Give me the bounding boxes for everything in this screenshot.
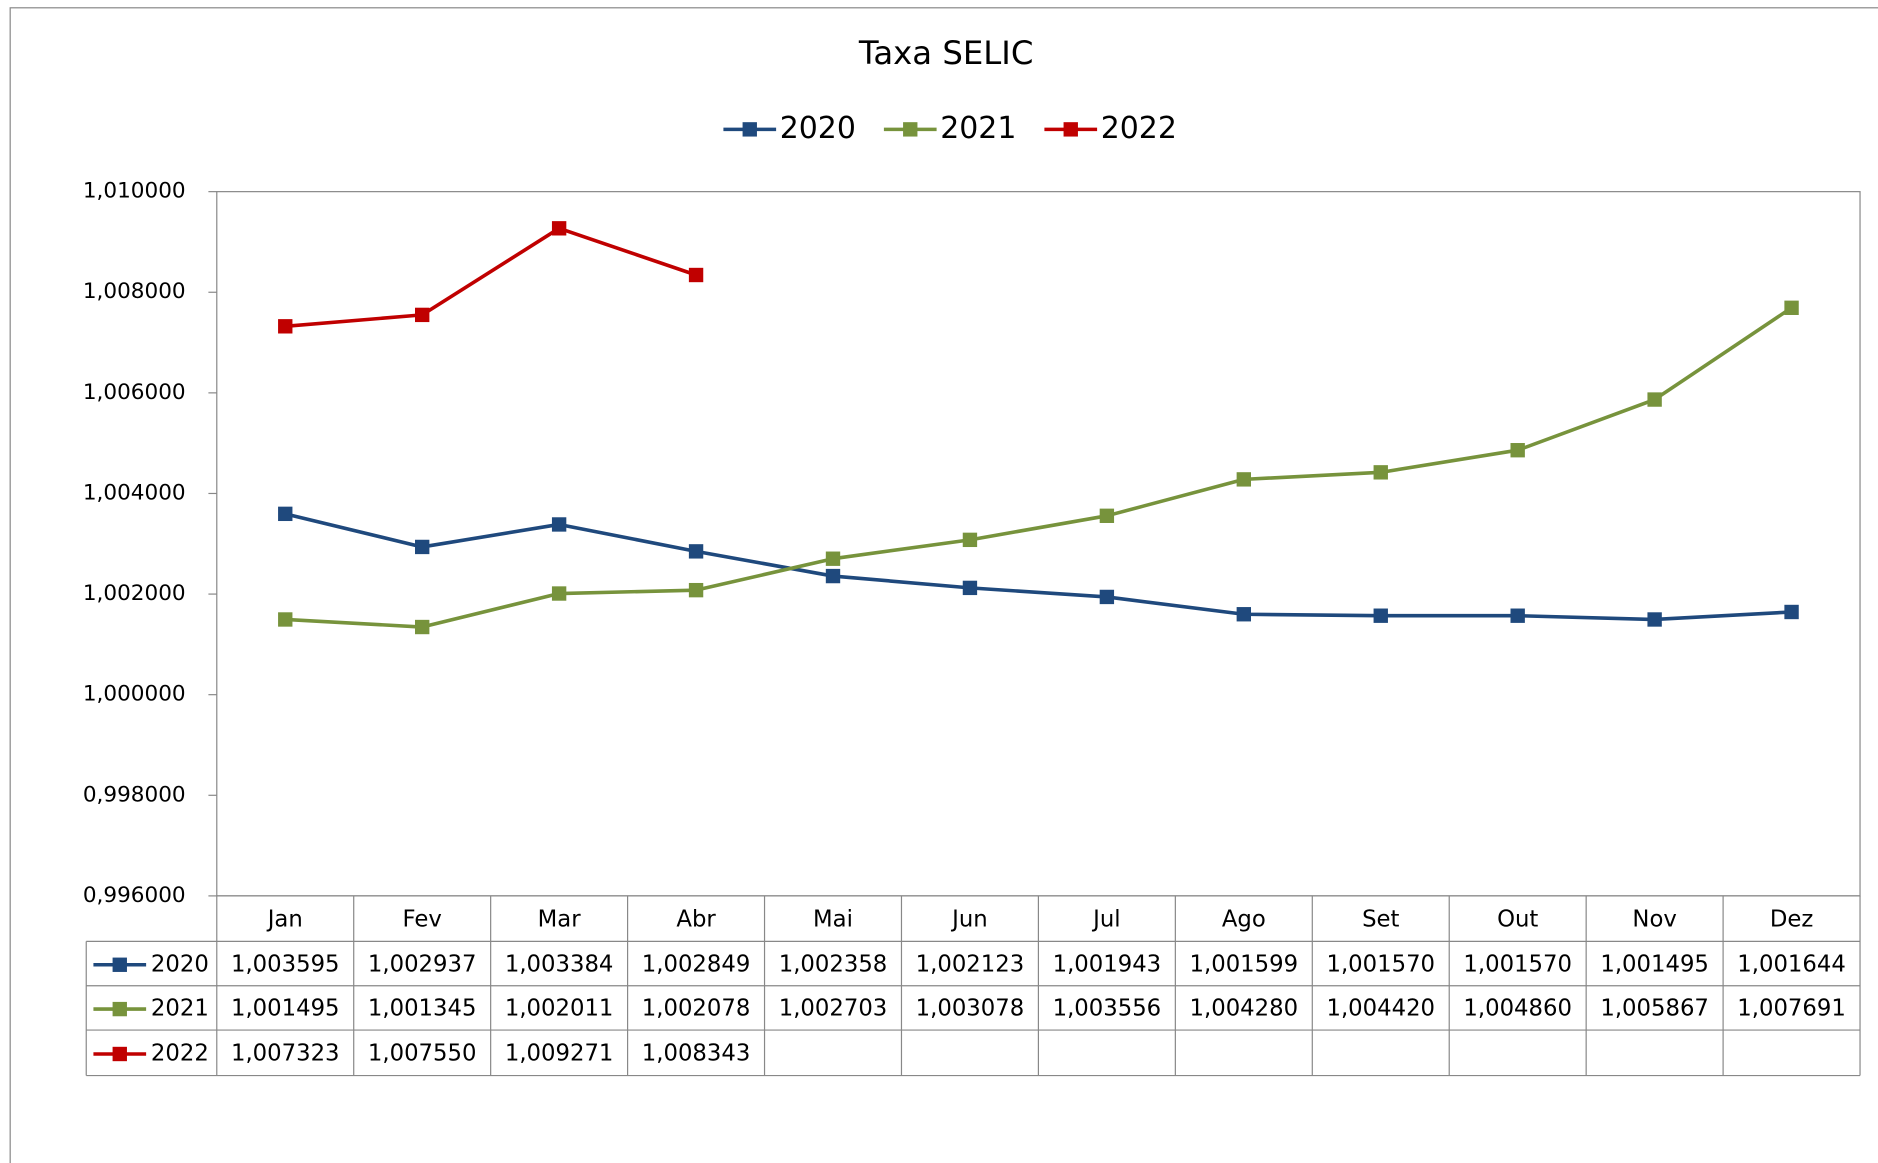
table-cell: 1,002123 bbox=[916, 951, 1025, 977]
table-cell: 1,001599 bbox=[1190, 951, 1299, 977]
series-marker bbox=[278, 612, 293, 627]
table-legend-marker bbox=[112, 957, 127, 972]
table-cell: 1,007550 bbox=[368, 1040, 477, 1066]
series-line bbox=[285, 306, 1793, 629]
table-cell: 1,002849 bbox=[642, 951, 751, 977]
series-marker bbox=[688, 582, 704, 598]
table-cell: 1,004420 bbox=[1326, 996, 1435, 1022]
series-marker bbox=[1510, 608, 1525, 623]
table-row-label: 2021 bbox=[151, 996, 209, 1022]
table-cell: 1,002937 bbox=[368, 951, 477, 977]
series-marker bbox=[278, 319, 293, 334]
series-marker bbox=[415, 539, 430, 555]
table-legend-marker bbox=[112, 1001, 127, 1017]
table-row-label: 2020 bbox=[151, 951, 209, 977]
legend-marker bbox=[903, 122, 918, 137]
series-marker bbox=[551, 221, 567, 236]
y-tick-label: 1,006000 bbox=[83, 380, 186, 405]
series-marker bbox=[551, 586, 567, 601]
legend-label: 2021 bbox=[940, 111, 1016, 146]
series-line bbox=[284, 512, 1792, 622]
x-tick-label: Mar bbox=[538, 906, 582, 932]
series-marker bbox=[1784, 604, 1799, 620]
table-cell: 1,001345 bbox=[368, 996, 477, 1022]
table-cell: 1,005867 bbox=[1600, 996, 1709, 1022]
x-tick-label: Set bbox=[1362, 906, 1399, 932]
series-marker bbox=[551, 517, 567, 532]
series-marker bbox=[1373, 608, 1388, 623]
legend-label: 2022 bbox=[1101, 111, 1177, 146]
table-cell: 1,004860 bbox=[1463, 996, 1572, 1022]
x-tick-label: Mai bbox=[813, 906, 853, 932]
series-marker bbox=[962, 532, 978, 548]
series-marker bbox=[415, 307, 430, 323]
y-tick-label: 1,000000 bbox=[83, 682, 186, 707]
table-cell: 1,001570 bbox=[1326, 951, 1435, 977]
table-cell: 1,007323 bbox=[231, 1040, 340, 1066]
series-marker bbox=[1373, 465, 1388, 480]
table-cell: 1,002358 bbox=[779, 951, 888, 977]
table-legend-marker bbox=[112, 1046, 127, 1062]
series-marker bbox=[1510, 443, 1525, 458]
table-row-label: 2022 bbox=[151, 1040, 209, 1066]
table-cell: 1,001570 bbox=[1463, 951, 1572, 977]
table-cell: 1,001943 bbox=[1053, 951, 1162, 977]
table-cell: 1,007691 bbox=[1737, 996, 1846, 1022]
table-cell: 1,002011 bbox=[505, 996, 614, 1022]
series-marker bbox=[825, 568, 841, 584]
table-cell: 1,003556 bbox=[1053, 996, 1162, 1022]
series-marker bbox=[1099, 508, 1115, 523]
series-marker bbox=[415, 619, 430, 635]
y-tick-label: 0,998000 bbox=[83, 782, 186, 807]
series-marker bbox=[1099, 589, 1115, 605]
table-cell: 1,004280 bbox=[1190, 996, 1299, 1022]
series-marker bbox=[1647, 612, 1662, 627]
x-tick-label: Jan bbox=[266, 906, 303, 932]
chart-title: Taxa SELIC bbox=[858, 34, 1034, 72]
series-marker bbox=[1236, 607, 1252, 622]
series-marker bbox=[688, 544, 704, 559]
x-tick-label: Ago bbox=[1222, 906, 1266, 932]
series-marker bbox=[962, 580, 978, 596]
x-tick-label: Out bbox=[1497, 906, 1538, 932]
table-cell: 1,001644 bbox=[1737, 951, 1846, 977]
table-cell: 1,003078 bbox=[916, 996, 1025, 1022]
table-cell: 1,002078 bbox=[642, 996, 751, 1022]
series-marker bbox=[688, 267, 704, 283]
series-marker bbox=[825, 551, 841, 566]
table-cell: 1,003384 bbox=[505, 951, 614, 977]
x-tick-label: Dez bbox=[1770, 906, 1813, 932]
table-cell: 1,002703 bbox=[779, 996, 888, 1022]
legend-label: 2020 bbox=[780, 111, 856, 146]
series-marker bbox=[278, 506, 293, 522]
x-tick-label: Nov bbox=[1632, 906, 1676, 932]
series-line bbox=[285, 226, 697, 329]
y-tick-label: 1,004000 bbox=[83, 480, 186, 505]
series-marker bbox=[1236, 472, 1252, 487]
table-cell: 1,003595 bbox=[231, 951, 340, 977]
x-tick-label: Jul bbox=[1091, 906, 1120, 932]
table-cell: 1,001495 bbox=[1600, 951, 1709, 977]
y-tick-label: 0,996000 bbox=[83, 883, 186, 908]
y-tick-label: 1,010000 bbox=[83, 179, 186, 204]
table-cell: 1,001495 bbox=[231, 996, 340, 1022]
table-cell: 1,009271 bbox=[505, 1040, 614, 1066]
y-tick-label: 1,002000 bbox=[83, 581, 186, 606]
series-marker bbox=[1647, 392, 1662, 407]
y-tick-label: 1,008000 bbox=[83, 279, 186, 304]
legend-marker bbox=[1063, 122, 1078, 137]
table-cell: 1,008343 bbox=[642, 1040, 751, 1066]
x-tick-label: Abr bbox=[676, 906, 716, 932]
legend-marker bbox=[742, 122, 757, 137]
x-tick-label: Jun bbox=[950, 906, 988, 932]
x-tick-label: Fev bbox=[403, 906, 442, 932]
series-marker bbox=[1784, 300, 1799, 315]
